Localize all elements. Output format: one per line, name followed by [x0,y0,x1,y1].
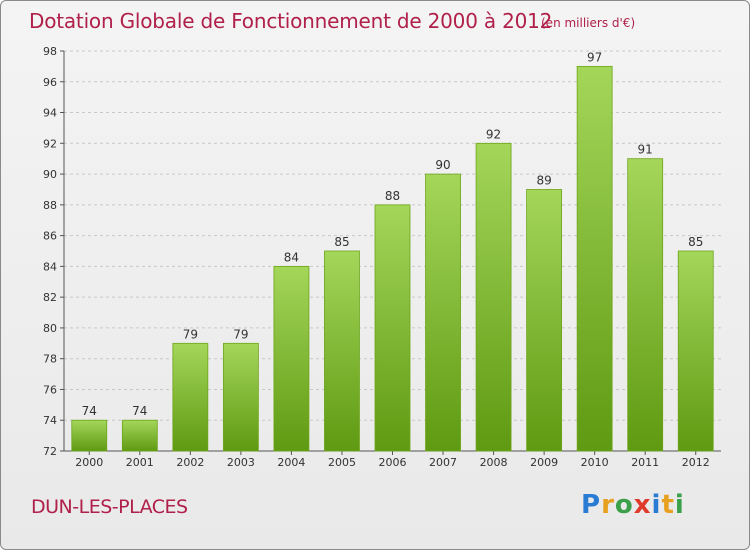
chart-subtitle: (en milliers d'€) [541,16,636,30]
logo-letter: P [581,490,602,520]
y-tick-label: 78 [43,353,57,366]
proxiti-logo[interactable]: Proxiti [581,490,685,520]
data-label-2002: 79 [183,327,198,341]
data-label-2007: 90 [435,158,450,172]
x-tick-label-2011: 2011 [631,456,659,469]
bar-2011 [627,158,664,452]
x-tick-label-2003: 2003 [227,456,255,469]
bar-2009 [526,189,563,452]
x-tick-label-2006: 2006 [379,456,407,469]
bar-2005 [324,250,360,452]
data-label-2005: 85 [334,235,349,249]
logo-letter: o [614,490,634,520]
x-tick-label-2007: 2007 [429,456,457,469]
data-label-2004: 84 [284,250,299,264]
data-label-2010: 97 [587,50,602,64]
logo-letter: i [674,490,685,520]
y-tick-label: 86 [43,230,57,243]
data-label-2003: 79 [233,327,248,341]
x-tick-label-2000: 2000 [75,456,103,469]
data-label-2008: 92 [486,127,501,141]
bar-2008 [475,142,512,452]
y-tick-label: 76 [43,383,57,396]
data-label-2012: 85 [688,235,703,249]
bar-2007 [425,173,461,452]
logo-letter: r [601,490,615,520]
x-tick-label-2012: 2012 [682,456,710,469]
y-tick-label: 90 [43,168,57,181]
x-tick-label-2005: 2005 [328,456,356,469]
y-tick-label: 82 [43,291,57,304]
y-tick-label: 72 [43,445,57,458]
data-label-2001: 74 [132,404,147,418]
bar-2002 [172,342,209,452]
data-label-2009: 89 [536,173,551,187]
bars [71,65,714,452]
x-tick-label-2009: 2009 [530,456,558,469]
bar-2000 [71,419,108,452]
bar-2006 [374,204,411,452]
logo-letter: i [651,490,662,520]
bar-2012 [677,250,714,452]
x-tick-label-2008: 2008 [480,456,508,469]
y-tick-label: 88 [43,199,57,212]
x-tick-label-2001: 2001 [126,456,154,469]
bar-2001 [121,419,158,452]
bar-2010 [576,65,613,452]
bar-2004 [273,265,310,452]
data-label-2011: 91 [638,143,653,157]
logo-letter: t [661,490,675,520]
y-tick-label: 98 [43,45,57,58]
y-tick-label: 74 [43,414,57,427]
y-tick-label: 80 [43,322,57,335]
y-tick-label: 94 [43,107,57,120]
place-name: DUN-LES-PLACES [31,496,188,518]
labels: 74 2000 74 2001 79 2002 79 2003 84 2004 85 2005 88 20… [75,50,709,469]
data-label-2006: 88 [385,189,400,203]
y-tick-label: 92 [43,137,57,150]
chart-title: Dotation Globale de Fonctionnement de 20… [29,9,553,33]
data-label-2000: 74 [82,404,97,418]
y-tick-label: 96 [43,76,57,89]
x-tick-label-2002: 2002 [176,456,204,469]
x-tick-label-2004: 2004 [277,456,305,469]
y-tick-label: 84 [43,260,57,273]
logo-letter: x [633,490,652,520]
bar-2003 [222,342,259,452]
x-tick-label-2010: 2010 [581,456,609,469]
